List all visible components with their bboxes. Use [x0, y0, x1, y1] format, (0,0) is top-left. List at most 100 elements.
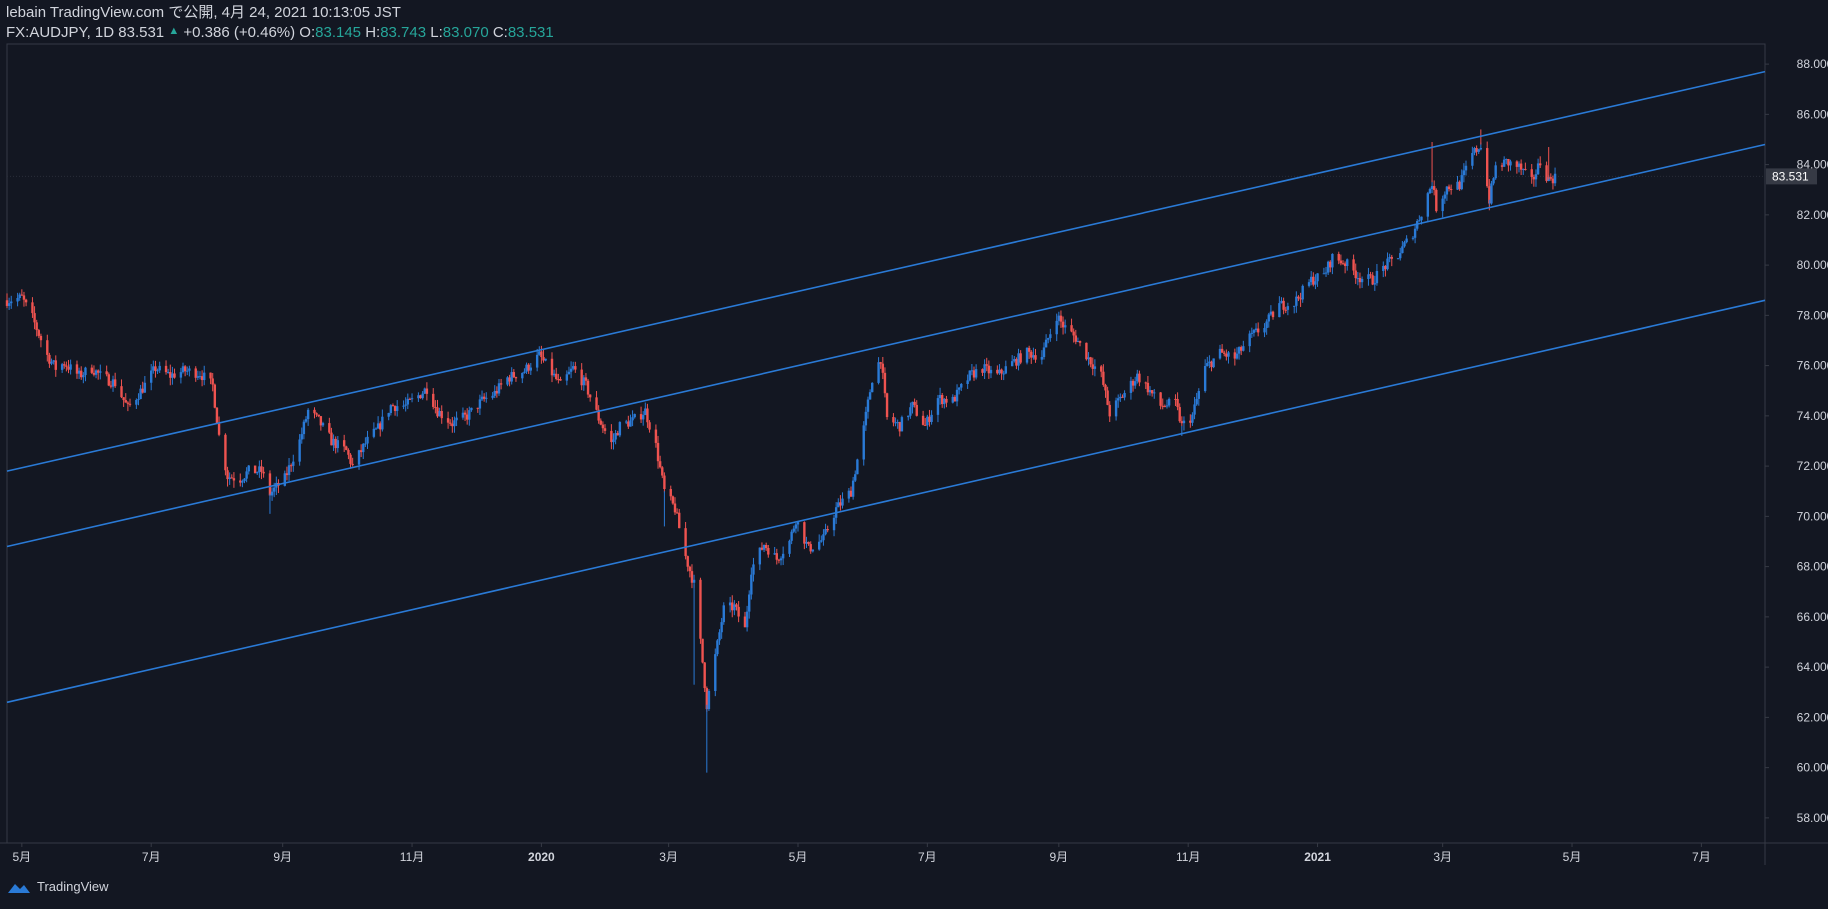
candle-body: [1212, 358, 1215, 368]
candle-body: [389, 405, 393, 413]
candle-body: [1070, 325, 1073, 332]
candle-body: [1242, 346, 1245, 351]
candle-body: [703, 662, 706, 689]
candle-body: [317, 414, 320, 417]
candle-body: [92, 372, 96, 375]
candle-body: [760, 547, 764, 550]
candle-body: [347, 449, 350, 455]
candle-body: [499, 383, 503, 385]
time-tick-label: 7月: [142, 850, 161, 864]
price-tick-label: 74.000: [1797, 409, 1828, 423]
candle-body: [722, 605, 725, 623]
candle-body: [1265, 321, 1268, 329]
candle-body: [529, 367, 532, 371]
candle-body: [366, 436, 369, 444]
candle-body: [109, 385, 113, 387]
price-tick-label: 80.000: [1797, 258, 1828, 272]
candle-body: [1456, 181, 1459, 190]
candle-body: [1189, 420, 1192, 423]
candle-body: [330, 432, 333, 446]
candle-body: [1165, 405, 1169, 407]
candle-body: [120, 386, 123, 398]
price-tick-label: 68.000: [1797, 560, 1828, 574]
candle-body: [1203, 366, 1207, 392]
candle-body: [33, 313, 36, 323]
candle-body: [1524, 168, 1527, 170]
candle-body: [792, 528, 795, 532]
candle-body: [421, 393, 424, 399]
candle-body: [943, 398, 946, 405]
candle-body: [1326, 261, 1330, 273]
candle-body: [871, 382, 874, 393]
candle-body: [461, 412, 465, 418]
candle-body: [497, 383, 501, 394]
candle-body: [1010, 361, 1014, 367]
candle-body: [1399, 253, 1402, 259]
candle-body: [359, 450, 363, 453]
candle-body: [822, 534, 825, 541]
candle-body: [183, 366, 187, 372]
candle-body: [960, 383, 963, 388]
candle-body: [1297, 296, 1300, 299]
time-tick-label: 2021: [1304, 850, 1331, 864]
candle-body: [535, 354, 539, 368]
candle-body: [762, 544, 766, 550]
candle-body: [1354, 270, 1357, 279]
candle-body: [1093, 366, 1097, 369]
candle-body: [1282, 300, 1285, 310]
candle-body: [1339, 260, 1343, 264]
candle-body: [574, 366, 577, 370]
candle-body: [313, 409, 316, 414]
candle-body: [232, 478, 236, 481]
price-tick-label: 60.000: [1797, 761, 1828, 775]
change-value: +0.386 (+0.46%): [183, 24, 296, 41]
candle-body: [1176, 398, 1179, 408]
candle-body: [627, 421, 630, 427]
candle-body: [24, 299, 28, 303]
candle-body: [298, 439, 301, 462]
candle-body: [996, 369, 999, 374]
time-tick-label: 7月: [918, 850, 937, 864]
price-tick-label: 70.000: [1797, 509, 1828, 523]
candle-body: [1025, 347, 1029, 363]
candle-body: [909, 407, 912, 416]
candle-body: [1356, 278, 1360, 280]
candle-body: [525, 364, 528, 372]
candle-body: [1129, 380, 1133, 393]
candle-body: [883, 372, 887, 394]
candle-body: [438, 411, 441, 417]
candle-body: [1076, 341, 1080, 343]
candle-body: [169, 372, 172, 378]
candle-body: [493, 390, 496, 396]
candle-body: [688, 566, 692, 572]
candle-body: [188, 368, 191, 371]
candle-body: [1146, 382, 1150, 393]
last-price-badge: [1766, 168, 1817, 185]
candle-body: [342, 440, 346, 447]
candle-body: [1369, 274, 1372, 276]
candle-body: [1312, 276, 1315, 285]
candle-body: [915, 404, 918, 416]
footer: TradingView: [6, 879, 109, 894]
candle-body: [1515, 161, 1519, 167]
candle-body: [671, 496, 675, 504]
candle-body: [1278, 303, 1281, 318]
candle-body: [1220, 348, 1224, 353]
candle-body: [1371, 275, 1374, 285]
candle-body: [349, 454, 352, 464]
candle-body: [663, 475, 666, 490]
candle-body: [656, 442, 660, 462]
candle-body: [924, 424, 927, 426]
candle-body: [669, 489, 672, 497]
candle-body: [253, 465, 257, 474]
candle-body: [1373, 283, 1377, 285]
candle-body: [928, 416, 931, 422]
candle-body: [1027, 347, 1031, 352]
candle-body: [811, 549, 815, 552]
candle-body: [1047, 338, 1050, 340]
candle-body: [105, 371, 108, 375]
candle-body: [1136, 373, 1139, 382]
candle-body: [610, 430, 613, 443]
time-tick-label: 5月: [789, 850, 808, 864]
